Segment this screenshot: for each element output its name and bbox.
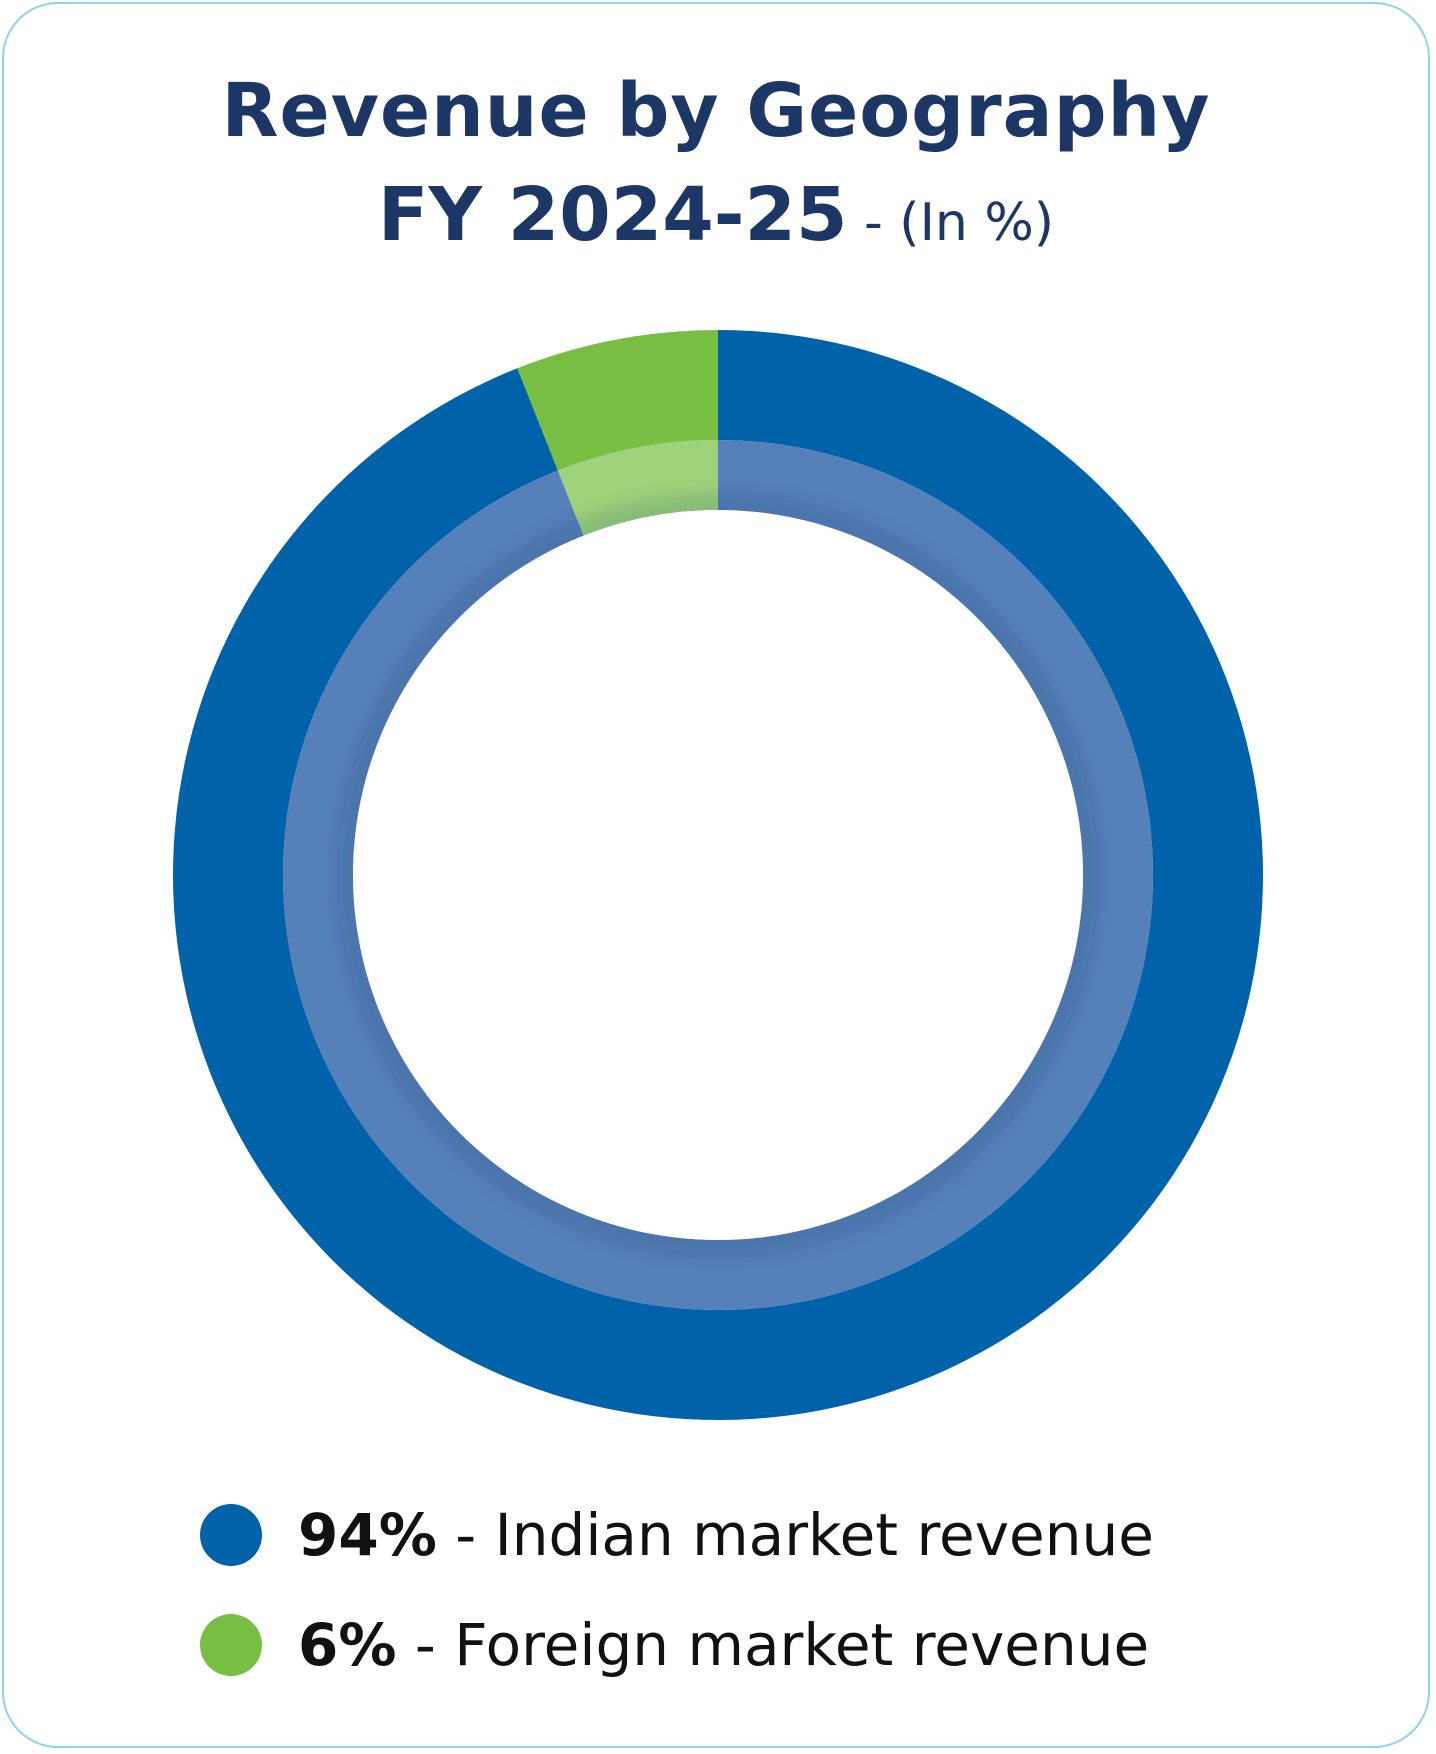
legend-separator: - [436,1501,495,1569]
legend-item-foreign: 6% - Foreign market revenue [200,1610,1154,1680]
donut-hole [353,510,1083,1240]
legend-dot-foreign [200,1614,262,1676]
legend-text-indian: 94% - Indian market revenue [298,1506,1154,1564]
legend-separator: - [396,1611,455,1679]
legend: 94% - Indian market revenue 6% - Foreign… [200,1500,1154,1720]
legend-value-foreign: 6% [298,1611,397,1679]
legend-value-indian: 94% [298,1501,437,1569]
slice-outer-foreign [517,330,718,471]
donut-slices [173,330,1264,1420]
unit-label: - (In %) [847,193,1055,253]
legend-item-indian: 94% - Indian market revenue [200,1500,1154,1570]
chart-subtitle: FY 2024-25 - (In %) [4,178,1428,252]
fiscal-year-label: FY 2024-25 [377,172,848,258]
chart-title: Revenue by Geography [221,68,1211,154]
donut-hole-shadow [344,501,1092,1249]
legend-dot-indian [200,1504,262,1566]
legend-label-indian: Indian market revenue [494,1501,1154,1569]
legend-label-foreign: Foreign market revenue [454,1611,1150,1679]
legend-text-foreign: 6% - Foreign market revenue [298,1616,1149,1674]
